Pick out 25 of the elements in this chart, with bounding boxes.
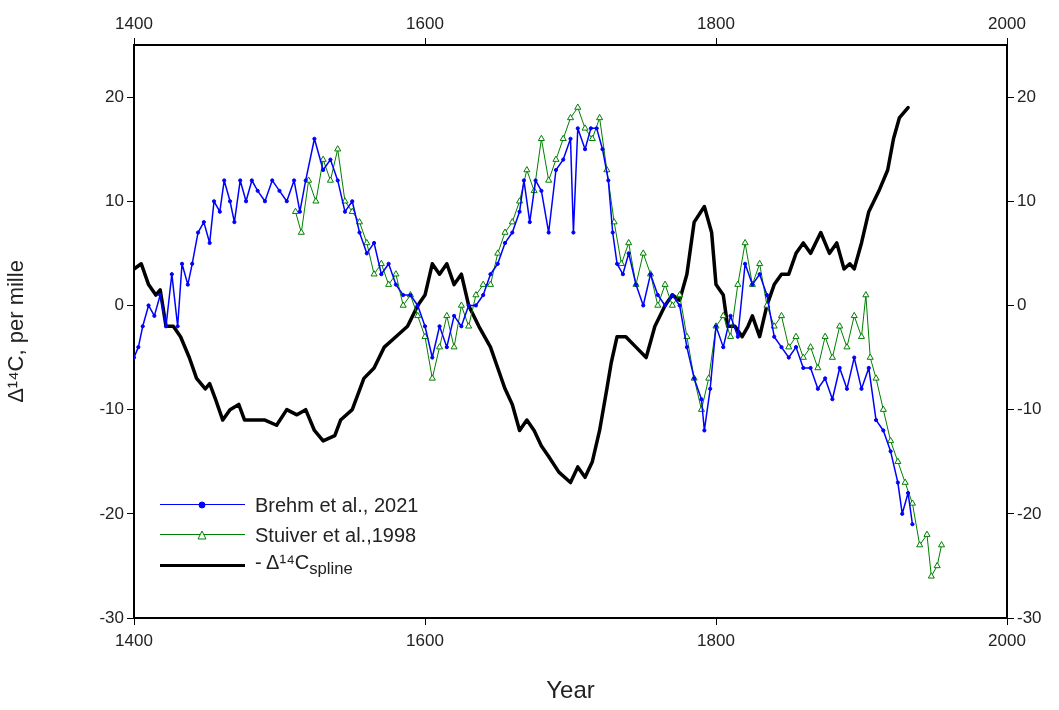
legend-label: - Δ¹⁴C$_{spline}$ — [255, 551, 353, 579]
y2-tick-label: 0 — [1017, 295, 1027, 315]
y-axis-title: Δ¹⁴C, per mille — [3, 260, 29, 403]
y-tick-label: -30 — [99, 607, 124, 627]
x-tick-label: 1400 — [115, 14, 153, 34]
y-tick-label: 10 — [105, 190, 124, 210]
x2-tick-label: 1600 — [406, 630, 444, 650]
y-tick-label: 0 — [114, 295, 124, 315]
x2-tick-label: 1800 — [697, 630, 735, 650]
x-axis-title: Year — [546, 676, 595, 704]
y2-tick-label: -30 — [1017, 607, 1042, 627]
y-tick-label: -20 — [99, 503, 124, 523]
y-tick-label: -10 — [99, 399, 124, 419]
y-tick-label: 20 — [105, 86, 124, 106]
x2-tick-label: 2000 — [988, 630, 1026, 650]
y2-tick-label: -10 — [1017, 399, 1042, 419]
y2-tick-label: 20 — [1017, 86, 1036, 106]
y2-tick-label: -20 — [1017, 503, 1042, 523]
x-tick-label: 1800 — [697, 14, 735, 34]
legend-label: Brehm et al., 2021 — [255, 493, 419, 517]
x-tick-label: 2000 — [988, 14, 1026, 34]
x-tick-label: 1600 — [406, 14, 444, 34]
y2-tick-label: 10 — [1017, 190, 1036, 210]
legend-label: Stuiver et al.,1998 — [255, 523, 417, 547]
x2-tick-label: 1400 — [115, 630, 153, 650]
